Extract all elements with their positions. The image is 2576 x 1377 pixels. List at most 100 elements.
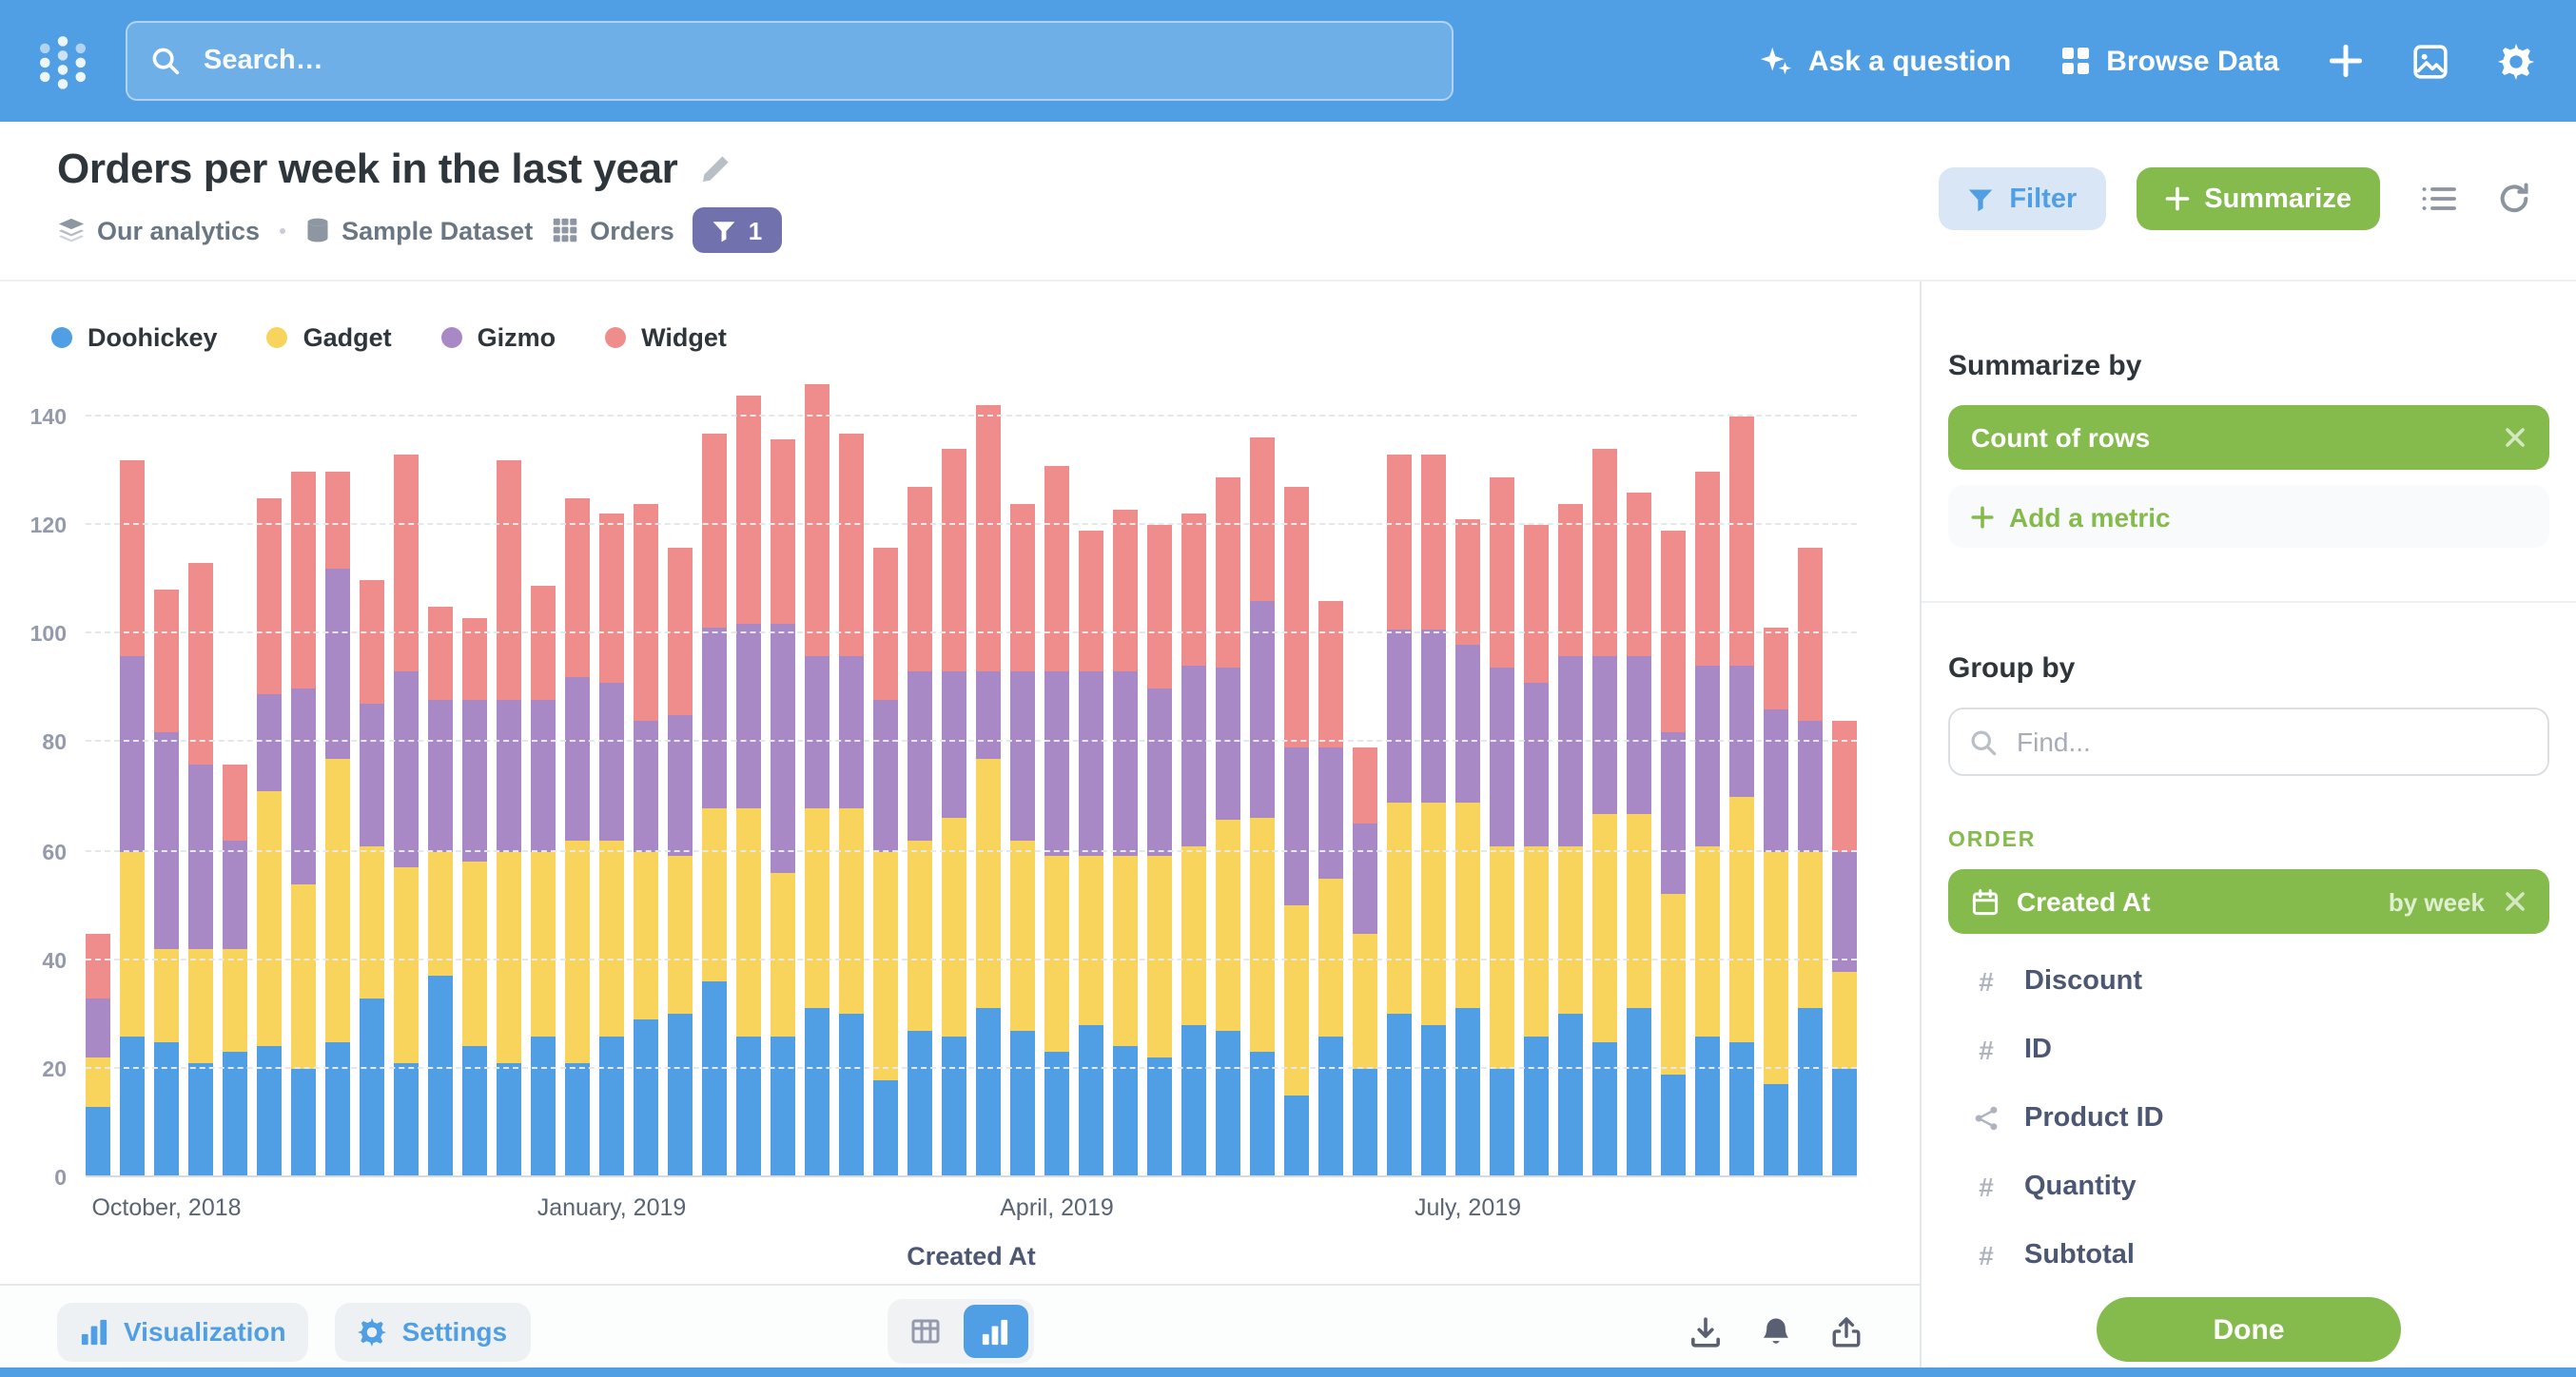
bar-segment-gizmo[interactable]: [1250, 601, 1275, 819]
bar-segment-gizmo[interactable]: [1216, 667, 1240, 820]
stacked-bar-week-48[interactable]: [1695, 471, 1720, 1177]
bar-segment-gizmo[interactable]: [771, 623, 795, 874]
stacked-bar-week-42[interactable]: [1490, 476, 1514, 1177]
field-row-id[interactable]: # ID: [1948, 1016, 2549, 1084]
bar-segment-gadget[interactable]: [839, 807, 864, 1015]
stacked-bar-week-49[interactable]: [1729, 417, 1754, 1177]
stacked-bar-week-45[interactable]: [1592, 449, 1617, 1177]
bar-segment-doohickey[interactable]: [805, 1008, 829, 1177]
stacked-bar-week-33[interactable]: [1181, 514, 1206, 1177]
bar-segment-doohickey[interactable]: [1250, 1052, 1275, 1177]
bar-segment-doohickey[interactable]: [428, 976, 453, 1177]
bar-segment-doohickey[interactable]: [1147, 1057, 1172, 1177]
bar-segment-doohickey[interactable]: [223, 1052, 247, 1177]
filter-button[interactable]: Filter: [1939, 167, 2106, 230]
stacked-bar-week-19[interactable]: [702, 433, 727, 1177]
stacked-bar-week-17[interactable]: [634, 503, 658, 1177]
global-search[interactable]: [126, 21, 1454, 101]
bar-segment-widget[interactable]: [771, 438, 795, 624]
bar-segment-widget[interactable]: [873, 547, 898, 700]
stacked-bar-week-27[interactable]: [976, 405, 1001, 1177]
bar-segment-doohickey[interactable]: [1181, 1025, 1206, 1177]
stacked-bar-week-21[interactable]: [771, 438, 795, 1177]
bar-segment-gizmo[interactable]: [462, 699, 487, 863]
stacked-bar-week-31[interactable]: [1113, 509, 1138, 1177]
stacked-bar-week-12[interactable]: [462, 617, 487, 1177]
bar-segment-doohickey[interactable]: [668, 1014, 693, 1177]
bar-segment-doohickey[interactable]: [1524, 1036, 1549, 1177]
bar-segment-gadget[interactable]: [805, 807, 829, 1009]
search-input[interactable]: [200, 44, 1429, 78]
bar-segment-doohickey[interactable]: [1284, 1096, 1309, 1177]
bar-segment-widget[interactable]: [668, 547, 693, 716]
bar-segment-gizmo[interactable]: [325, 569, 350, 760]
bar-segment-gizmo[interactable]: [976, 671, 1001, 760]
bar-segment-doohickey[interactable]: [1455, 1008, 1480, 1177]
stacked-bar-week-7[interactable]: [291, 471, 316, 1177]
bar-segment-widget[interactable]: [1284, 487, 1309, 748]
bar-segment-gizmo[interactable]: [1455, 644, 1480, 803]
bar-segment-doohickey[interactable]: [1592, 1041, 1617, 1177]
bar-segment-widget[interactable]: [702, 433, 727, 629]
stacked-bar-week-13[interactable]: [497, 459, 521, 1177]
bar-segment-gadget[interactable]: [702, 807, 727, 982]
bar-segment-gadget[interactable]: [1558, 845, 1583, 1015]
visualization-button[interactable]: Visualization: [57, 1302, 309, 1361]
bar-segment-gizmo[interactable]: [1318, 747, 1343, 879]
stacked-bar-week-28[interactable]: [1010, 503, 1035, 1177]
download-icon[interactable]: [1689, 1315, 1722, 1348]
field-row-subtotal[interactable]: # Subtotal: [1948, 1221, 2549, 1290]
stacked-bar-week-39[interactable]: [1387, 455, 1412, 1177]
bar-segment-doohickey[interactable]: [1010, 1030, 1035, 1177]
bar-segment-gizmo[interactable]: [1558, 655, 1583, 846]
bar-segment-doohickey[interactable]: [1661, 1074, 1686, 1177]
ask-a-question-button[interactable]: Ask a question: [1761, 45, 2011, 77]
bar-segment-widget[interactable]: [1044, 465, 1069, 672]
stacked-bar-week-9[interactable]: [360, 579, 384, 1177]
summarize-button[interactable]: Summarize: [2136, 167, 2380, 230]
bar-segment-gadget[interactable]: [257, 791, 282, 1047]
bar-segment-gadget[interactable]: [942, 818, 966, 1037]
stacked-bar-week-8[interactable]: [325, 471, 350, 1177]
bar-segment-gizmo[interactable]: [223, 840, 247, 950]
bar-segment-doohickey[interactable]: [1798, 1008, 1823, 1177]
stacked-bar-week-37[interactable]: [1318, 601, 1343, 1177]
metabase-logo[interactable]: [34, 32, 91, 89]
bar-segment-doohickey[interactable]: [1764, 1084, 1788, 1177]
bar-segment-doohickey[interactable]: [1318, 1036, 1343, 1177]
group-by-pill-created-at[interactable]: Created At by week: [1948, 869, 2549, 934]
bar-segment-widget[interactable]: [1318, 601, 1343, 748]
bar-segment-widget[interactable]: [1764, 628, 1788, 710]
bar-segment-doohickey[interactable]: [1421, 1025, 1446, 1177]
bar-segment-doohickey[interactable]: [942, 1036, 966, 1177]
list-icon[interactable]: [2422, 184, 2456, 213]
bar-segment-gizmo[interactable]: [1113, 671, 1138, 857]
bar-segment-doohickey[interactable]: [1216, 1030, 1240, 1177]
bell-icon[interactable]: [1760, 1315, 1792, 1348]
bar-segment-gizmo[interactable]: [86, 998, 110, 1058]
bar-segment-widget[interactable]: [428, 607, 453, 700]
bar-segment-gadget[interactable]: [1661, 894, 1686, 1075]
bar-segment-widget[interactable]: [1421, 455, 1446, 630]
field-row-discount[interactable]: # Discount: [1948, 947, 2549, 1016]
stacked-bar-week-36[interactable]: [1284, 487, 1309, 1177]
bar-segment-gadget[interactable]: [291, 883, 316, 1069]
bar-segment-gizmo[interactable]: [188, 764, 213, 949]
stacked-bar-week-43[interactable]: [1524, 525, 1549, 1177]
bar-segment-widget[interactable]: [291, 471, 316, 688]
bar-segment-widget[interactable]: [462, 617, 487, 700]
data-reference-icon[interactable]: [2412, 43, 2449, 79]
bar-segment-doohickey[interactable]: [873, 1079, 898, 1177]
stacked-bar-week-22[interactable]: [805, 383, 829, 1177]
bar-segment-gizmo[interactable]: [1627, 655, 1651, 814]
stacked-bar-week-35[interactable]: [1250, 437, 1275, 1177]
stacked-bar-week-10[interactable]: [394, 454, 419, 1177]
bar-segment-gizmo[interactable]: [873, 699, 898, 852]
bar-segment-doohickey[interactable]: [86, 1106, 110, 1177]
stacked-bar-week-11[interactable]: [428, 607, 453, 1177]
bar-segment-gizmo[interactable]: [1490, 667, 1514, 846]
bar-segment-widget[interactable]: [1695, 471, 1720, 667]
bar-segment-gadget[interactable]: [907, 840, 932, 1031]
bar-segment-widget[interactable]: [1387, 455, 1412, 630]
stacked-bar-week-4[interactable]: [188, 563, 213, 1177]
